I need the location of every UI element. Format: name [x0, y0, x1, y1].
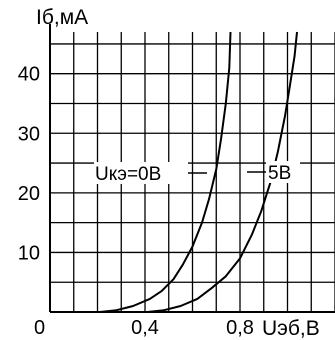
y-tick-label: 30 — [18, 123, 40, 145]
y-tick-label: 20 — [18, 183, 40, 205]
x-axis-label: Uэб,В — [262, 317, 320, 340]
x-tick-label: 0,4 — [131, 317, 159, 339]
series-label-0-text: Uкэ=0В — [95, 164, 161, 185]
series-label-1-text: 5В — [268, 163, 291, 184]
y-tick-label: 40 — [18, 64, 40, 86]
x-tick-label: 0 — [34, 317, 45, 339]
grid — [49, 24, 335, 313]
y-tick-label: 10 — [18, 242, 40, 264]
tick-labels: 10 20 30 40 0 0,4 0,8 — [18, 64, 254, 339]
series-curve-1 — [147, 31, 298, 313]
series-label-1: 5В — [266, 161, 300, 184]
y-axis-label: Iб,мА — [36, 6, 88, 29]
series-label-0: Uкэ=0В — [94, 162, 188, 185]
curves — [99, 31, 298, 313]
series-curve-0 — [99, 31, 232, 313]
x-tick-label: 0,8 — [226, 317, 254, 339]
